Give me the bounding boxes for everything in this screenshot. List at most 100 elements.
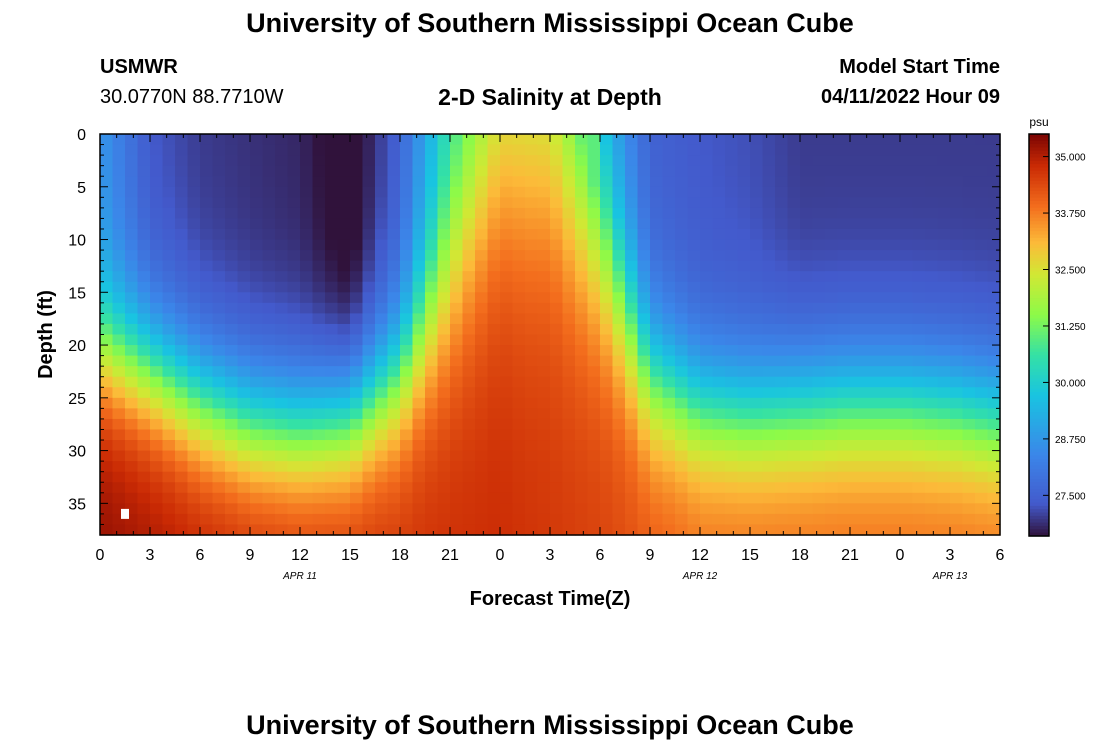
heatmap-cell (587, 281, 601, 293)
heatmap-cell (450, 228, 464, 241)
heatmap-cell (475, 197, 489, 209)
heatmap-cell (112, 250, 126, 262)
heatmap-cell (600, 271, 614, 283)
heatmap-cell (725, 260, 739, 272)
heatmap-cell (550, 482, 564, 494)
heatmap-cell (450, 176, 464, 188)
heatmap-cell (825, 144, 839, 156)
heatmap-cell (437, 207, 451, 220)
heatmap-cell (312, 165, 326, 177)
heatmap-cell (400, 408, 414, 420)
heatmap-cell (300, 228, 314, 241)
heatmap-cell (525, 376, 539, 388)
heatmap-cell (600, 239, 614, 251)
heatmap-cell (312, 144, 326, 156)
heatmap-cell (225, 355, 239, 367)
heatmap-cell (237, 397, 251, 409)
heatmap-cell (462, 440, 476, 452)
heatmap-cell (900, 165, 914, 177)
heatmap-cell (237, 408, 251, 420)
heatmap-cell (150, 207, 164, 220)
heatmap-cell (862, 186, 876, 198)
heatmap-cell (137, 176, 151, 188)
heatmap-cell (750, 313, 764, 325)
colorbar-segment (1029, 351, 1049, 356)
heatmap-cell (912, 165, 926, 177)
heatmap-cell (825, 513, 839, 526)
heatmap-cell (237, 207, 251, 220)
heatmap-cell (687, 345, 701, 357)
heatmap-cell (600, 165, 614, 177)
heatmap-cell (887, 281, 901, 293)
heatmap-cell (750, 323, 764, 336)
heatmap-cell (262, 471, 276, 483)
heatmap-cell (987, 450, 1001, 462)
heatmap-cell (387, 165, 401, 177)
heatmap-cell (637, 313, 651, 325)
heatmap-cell (800, 429, 814, 441)
heatmap-cell (225, 323, 239, 336)
heatmap-cell (287, 387, 301, 399)
heatmap-cell (587, 524, 601, 536)
heatmap-cell (825, 355, 839, 367)
heatmap-cell (525, 228, 539, 241)
heatmap-cell (187, 355, 201, 367)
heatmap-cell (700, 144, 714, 156)
heatmap-cell (525, 482, 539, 494)
heatmap-cell (787, 513, 801, 526)
heatmap-cell (237, 376, 251, 388)
heatmap-cell (837, 482, 851, 494)
heatmap-cell (175, 376, 189, 388)
heatmap-cell (812, 260, 826, 272)
model-start-value: 04/11/2022 Hour 09 (820, 86, 1000, 108)
heatmap-cell (175, 134, 189, 146)
heatmap-cell (387, 513, 401, 526)
heatmap-cell (112, 155, 126, 167)
heatmap-cell (875, 471, 889, 483)
heatmap-cell (350, 302, 364, 314)
colorbar-unit: psu (1029, 115, 1048, 129)
heatmap-cell (575, 366, 589, 378)
colorbar-segment (1029, 412, 1049, 416)
heatmap-cell (175, 471, 189, 483)
heatmap-cell (875, 292, 889, 304)
heatmap-cell (937, 397, 951, 409)
heatmap-cell (362, 503, 376, 515)
heatmap-cell (125, 440, 139, 452)
heatmap-cell (200, 366, 214, 378)
heatmap-cell (512, 207, 526, 220)
heatmap-cell (162, 260, 176, 272)
heatmap-cell (962, 334, 976, 346)
heatmap-cell (562, 482, 576, 494)
heatmap-cell (462, 387, 476, 399)
heatmap-cell (550, 429, 564, 441)
heatmap-cell (325, 292, 339, 304)
heatmap-cell (137, 450, 151, 462)
heatmap-cell (112, 376, 126, 388)
heatmap-cell (812, 334, 826, 346)
heatmap-cell (212, 471, 226, 483)
heatmap-cell (162, 524, 176, 536)
heatmap-cell (787, 345, 801, 357)
heatmap-cell (787, 355, 801, 367)
heatmap-cell (312, 260, 326, 272)
heatmap-cell (700, 461, 714, 473)
heatmap-cell (400, 429, 414, 441)
heatmap-cell (975, 323, 989, 336)
heatmap-cell (412, 461, 426, 473)
heatmap-cell (312, 186, 326, 198)
heatmap-cell (600, 228, 614, 241)
heatmap-cell (187, 482, 201, 494)
heatmap-cell (537, 134, 551, 146)
heatmap-cell (700, 207, 714, 220)
heatmap-cell (637, 471, 651, 483)
heatmap-cell (337, 250, 351, 262)
heatmap-cell (750, 366, 764, 378)
heatmap-cell (400, 250, 414, 262)
heatmap-cell (637, 281, 651, 293)
heatmap-cell (937, 355, 951, 367)
heatmap-cell (912, 218, 926, 230)
heatmap-cell (850, 366, 864, 378)
heatmap-cell (887, 218, 901, 230)
